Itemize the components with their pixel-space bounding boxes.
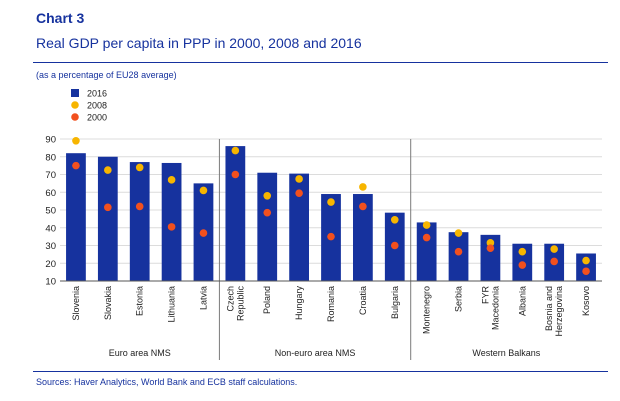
- y-tick-label: 40: [45, 223, 56, 234]
- x-tick-label: Lithuania: [167, 286, 177, 323]
- dot-2000: [104, 203, 112, 212]
- group-label: Non-euro area NMS: [275, 348, 356, 358]
- dot-2000: [518, 261, 527, 269]
- y-tick-label: 70: [45, 170, 56, 181]
- group-label: Western Balkans: [472, 348, 540, 358]
- dot-2008: [454, 229, 463, 237]
- dot-2000: [231, 170, 240, 179]
- y-tick-label: 20: [45, 259, 56, 270]
- y-tick-label: 90: [45, 135, 56, 146]
- dot-2008: [167, 176, 176, 184]
- bar-2016: [161, 162, 182, 281]
- dot-2008: [199, 186, 208, 195]
- legend-swatch-2000: [71, 113, 79, 121]
- bar-2016: [352, 194, 373, 281]
- dot-2000: [72, 161, 80, 170]
- x-tick-label: Montenegro: [422, 286, 432, 334]
- legend-label: 2000: [87, 113, 107, 123]
- dot-2008: [486, 239, 495, 247]
- dot-2000: [295, 189, 303, 197]
- y-tick-label: 30: [45, 241, 56, 252]
- x-tick-label: Slovenia: [71, 286, 81, 321]
- dot-2000: [486, 244, 495, 252]
- legend-swatch-2008: [71, 101, 79, 109]
- bar-2016: [448, 232, 469, 281]
- dot-2008: [72, 136, 80, 145]
- x-tick-label: Czech: [225, 286, 235, 312]
- dot-2008: [327, 198, 335, 206]
- bar-2016: [129, 162, 150, 281]
- dot-2000: [327, 232, 335, 241]
- x-tick-label: Serbia: [454, 286, 464, 312]
- dot-2000: [550, 257, 558, 266]
- dot-2008: [518, 247, 527, 256]
- x-tick-label: Poland: [262, 286, 272, 314]
- dot-2000: [167, 223, 176, 231]
- x-tick-label: Estonia: [135, 286, 145, 316]
- dot-2008: [104, 166, 112, 174]
- top-rule: [33, 62, 608, 63]
- bar-2016: [66, 153, 86, 281]
- x-tick-label: Bulgaria: [390, 286, 400, 319]
- dot-2008: [422, 221, 431, 229]
- dot-2008: [263, 192, 272, 200]
- x-tick-label: Slovakia: [103, 286, 113, 320]
- x-tick-label: Croatia: [358, 286, 368, 315]
- dot-2000: [359, 202, 367, 211]
- dot-2008: [295, 175, 303, 183]
- dot-2008: [390, 215, 399, 224]
- x-tick-label: Albania: [517, 286, 527, 316]
- bar-2016: [97, 156, 118, 281]
- group-label: Euro area NMS: [109, 348, 171, 358]
- dot-2008: [582, 256, 590, 265]
- source-note: Sources: Haver Analytics, World Bank and…: [36, 377, 298, 387]
- chart-title: Chart 3: [36, 10, 85, 26]
- bar-2016: [480, 234, 501, 281]
- legend-label: 2016: [87, 89, 107, 99]
- y-tick-label: 50: [45, 206, 56, 217]
- bar-2016: [257, 172, 278, 281]
- dot-2000: [422, 233, 431, 242]
- dot-2000: [390, 241, 399, 250]
- bar-2016: [289, 173, 310, 281]
- dot-2008: [359, 183, 367, 191]
- x-tick-label: Latvia: [198, 286, 208, 310]
- x-tick-label: Romania: [326, 286, 336, 322]
- x-tick-label: FYR: [480, 285, 490, 304]
- legend-swatch-2016: [71, 89, 79, 97]
- x-tick-label: Hungary: [294, 286, 304, 321]
- legend-label: 2008: [87, 101, 107, 111]
- dot-2008: [231, 146, 240, 155]
- chart-subtitle: Real GDP per capita in PPP in 2000, 2008…: [36, 35, 362, 51]
- x-tick-label: Herzegovina: [554, 286, 564, 337]
- x-tick-label: Republic: [235, 286, 245, 322]
- y-tick-label: 80: [45, 152, 56, 163]
- y-tick-label: 60: [45, 188, 56, 199]
- dot-2000: [135, 202, 144, 211]
- dot-2000: [263, 208, 272, 217]
- y-tick-label: 10: [45, 277, 56, 288]
- x-tick-label: Macedonia: [490, 286, 500, 330]
- unit-note: (as a percentage of EU28 average): [36, 70, 177, 80]
- bar-2016: [225, 146, 246, 281]
- bar-2016: [576, 253, 596, 281]
- bottom-rule: [33, 371, 608, 372]
- dot-2000: [199, 229, 208, 237]
- dot-2000: [454, 247, 463, 256]
- dot-2008: [135, 163, 144, 172]
- dot-2008: [550, 245, 558, 253]
- dot-2000: [582, 267, 590, 276]
- bar-2016: [416, 222, 437, 281]
- x-tick-label: Bosnia and: [544, 286, 554, 331]
- x-tick-label: Kosovo: [581, 286, 591, 316]
